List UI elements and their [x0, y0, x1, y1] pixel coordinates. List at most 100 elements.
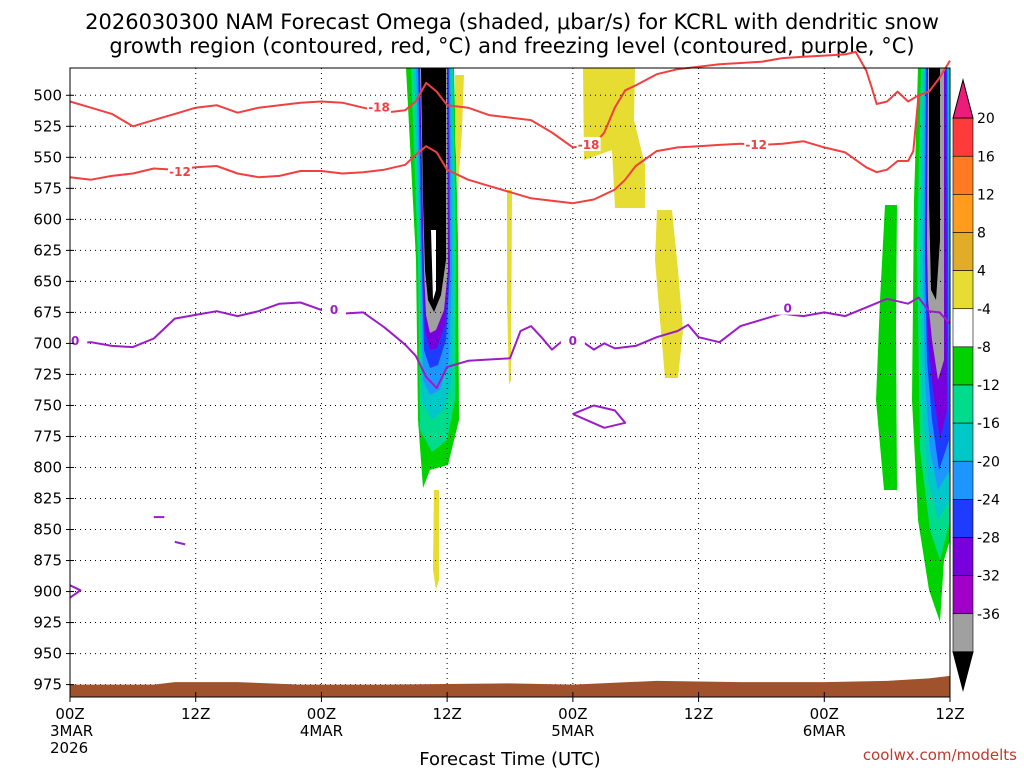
colorbar-label: 12	[977, 187, 995, 203]
omega-region-white-center	[431, 230, 436, 300]
y-tick-label: 575	[33, 179, 62, 197]
y-tick-label: 600	[33, 210, 62, 228]
y-tick-label: 925	[33, 614, 62, 632]
colorbar-box	[952, 499, 974, 538]
contour-label: -12	[745, 138, 767, 152]
y-tick-label: 825	[33, 489, 62, 507]
colorbar-box	[952, 117, 974, 157]
contour-label-background	[576, 136, 601, 151]
colorbar-label: 16	[977, 149, 995, 165]
colorbar-label: 20	[977, 111, 995, 127]
contour-label: 0	[71, 334, 79, 348]
colorbar-box	[952, 346, 974, 386]
contour-label-background	[168, 164, 192, 179]
y-tick-label: 500	[33, 86, 62, 104]
x-tick-label: 5MAR	[551, 722, 594, 740]
colorbar-box	[952, 613, 974, 653]
x-tick-label: 00Z	[810, 705, 839, 723]
freezing-level-contour	[572, 404, 627, 429]
contour-label-background	[560, 332, 585, 347]
y-tick-label: 525	[33, 117, 62, 135]
x-tick-label: 12Z	[181, 705, 210, 723]
colorbar-label: -4	[977, 302, 991, 318]
dgz-minus-18-contour	[69, 50, 951, 149]
contour-label-background	[775, 300, 800, 315]
omega-region-pos-4	[507, 190, 512, 385]
omega-region-lt-36	[421, 68, 446, 312]
y-tick-label: 725	[33, 365, 62, 383]
freezing-level-contour	[69, 584, 82, 599]
omega-region-pos-4	[433, 490, 439, 590]
y-tick-label: 675	[33, 303, 62, 321]
colorbar-label: -24	[977, 492, 1000, 508]
colorbar-label: -20	[977, 454, 1000, 470]
contour-label: 0	[330, 303, 338, 317]
x-tick-label: 3MAR	[50, 722, 93, 740]
y-tick-label: 700	[33, 334, 62, 352]
chart-grid	[69, 68, 951, 697]
contour-label-background	[744, 136, 769, 151]
colorbar-box	[952, 270, 974, 310]
colorbar: 20 16 12 8 4 -4 -8 -12 -16 -20 -24 -28 -32 -36	[952, 78, 1000, 692]
x-tick-label: 00Z	[558, 705, 587, 723]
x-tick-label: 00Z	[55, 705, 84, 723]
chart-title-line-2: growth region (contoured, red, °C) and f…	[109, 34, 914, 58]
x-tick-label: 12Z	[684, 705, 713, 723]
colorbar-label: -28	[977, 531, 1000, 547]
colorbar-box	[952, 537, 974, 576]
y-tick-label: 650	[33, 272, 62, 290]
colorbar-label: -32	[977, 569, 1000, 585]
contour-label: -18	[368, 101, 390, 115]
contour-label: 0	[569, 334, 577, 348]
credit-text: coolwx.com/modelts	[863, 746, 1017, 764]
x-tick-label: 6MAR	[803, 722, 846, 740]
colorbar-box	[952, 194, 974, 233]
contour-lines	[69, 50, 951, 599]
contour-label-background	[322, 301, 346, 316]
chart-title-line-1: 2026030300 NAM Forecast Omega (shaded, μ…	[85, 10, 939, 34]
contour-label-background	[367, 99, 392, 114]
colorbar-label: -16	[977, 416, 1000, 432]
y-tick-label: 900	[33, 583, 62, 601]
colorbar-box	[952, 384, 974, 424]
colorbar-box	[952, 575, 974, 615]
y-tick-label: 975	[33, 676, 62, 694]
colorbar-box	[952, 460, 974, 500]
contour-label: -18	[578, 138, 600, 152]
y-tick-label: 850	[33, 521, 62, 539]
x-tick-label: 2026	[50, 739, 88, 757]
contour-label: 0	[783, 302, 791, 316]
y-tick-label: 875	[33, 552, 62, 570]
x-tick-label: 4MAR	[300, 722, 343, 740]
terrain-fill	[70, 675, 950, 697]
colorbar-label: -12	[977, 378, 1000, 394]
colorbar-label: -8	[977, 340, 991, 356]
omega-shading	[406, 68, 950, 622]
y-tick-label: 550	[33, 148, 62, 166]
x-axis-label: Forecast Time (UTC)	[419, 749, 600, 768]
omega-region-lt-36	[929, 68, 940, 300]
colorbar-box	[952, 308, 974, 348]
colorbar-bottom-triangle	[952, 651, 974, 692]
colorbar-box	[952, 422, 974, 462]
colorbar-box	[952, 232, 974, 271]
y-tick-label: 625	[33, 241, 62, 259]
y-tick-label: 750	[33, 396, 62, 414]
x-tick-label: 12Z	[935, 705, 964, 723]
omega-region-lt-8	[876, 205, 897, 490]
y-tick-label: 775	[33, 427, 62, 445]
plot-frame	[69, 67, 951, 698]
contour-label: -12	[169, 165, 191, 179]
y-tick-label: 950	[33, 645, 62, 663]
y-tick-label: 800	[33, 458, 62, 476]
x-tick-label: 00Z	[307, 705, 336, 723]
colorbar-label: -36	[977, 607, 1000, 623]
freezing-level-contour	[174, 540, 186, 546]
freezing-level-contour	[69, 296, 951, 390]
x-tick-label: 12Z	[432, 705, 461, 723]
colorbar-box	[952, 155, 974, 195]
colorbar-label: 8	[977, 226, 986, 242]
